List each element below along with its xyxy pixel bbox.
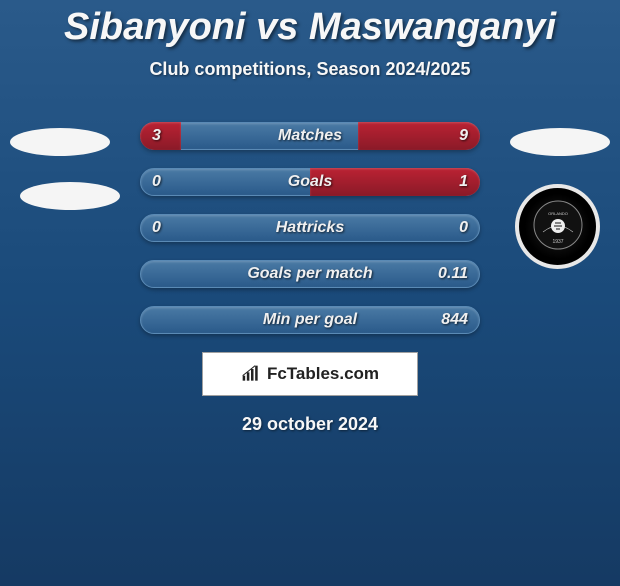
right-club-badge: ORLANDO 1937: [515, 184, 600, 269]
stat-label: Matches: [140, 122, 480, 150]
stat-row: Goals per match0.11: [140, 260, 480, 288]
stat-value-right: 844: [441, 306, 468, 334]
left-player-badge-1: [10, 128, 110, 156]
stat-row: Min per goal844: [140, 306, 480, 334]
stat-row: 0Hattricks0: [140, 214, 480, 242]
stat-label: Min per goal: [140, 306, 480, 334]
right-player-badge-1: [510, 128, 610, 156]
branding-box[interactable]: FcTables.com: [202, 352, 418, 396]
stat-value-right: 1: [459, 168, 468, 196]
bar-chart-icon: [241, 365, 261, 383]
stat-value-right: 0.11: [438, 260, 468, 288]
badge-year: 1937: [552, 239, 563, 245]
stat-value-right: 9: [459, 122, 468, 150]
comparison-title: Sibanyoni vs Maswanganyi: [0, 6, 620, 49]
stat-value-right: 0: [459, 214, 468, 242]
stat-row: 3Matches9: [140, 122, 480, 150]
left-player-badge-2: [20, 182, 120, 210]
badge-top-text: ORLANDO: [548, 211, 568, 216]
stat-label: Goals: [140, 168, 480, 196]
stat-row: 0Goals1: [140, 168, 480, 196]
branding-text: FcTables.com: [267, 364, 379, 384]
comparison-subtitle: Club competitions, Season 2024/2025: [0, 59, 620, 80]
comparison-date: 29 october 2024: [0, 414, 620, 435]
stat-label: Goals per match: [140, 260, 480, 288]
stat-label: Hattricks: [140, 214, 480, 242]
